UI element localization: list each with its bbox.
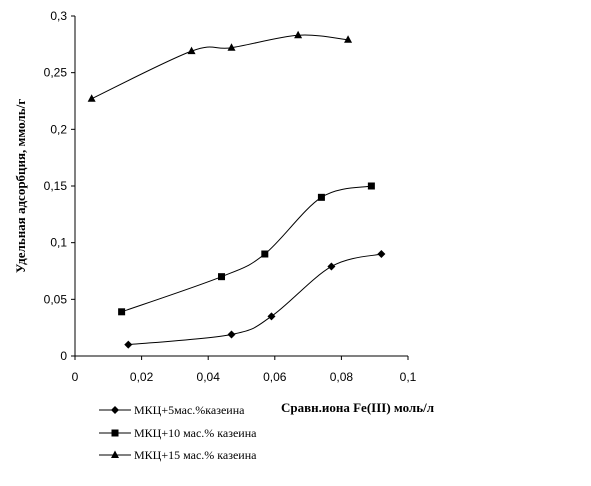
series-3 (87, 30, 353, 102)
x-tick-label: 0,04 (197, 370, 221, 384)
series-line (121, 185, 372, 313)
x-axis-label: Сравн.иона Fe(III) моль/л (281, 400, 434, 415)
data-point-diamond (327, 262, 336, 271)
series-1 (124, 250, 386, 349)
legend-item: МКЦ+10 мас.% казеина (99, 426, 257, 440)
data-point-square (218, 273, 226, 281)
data-point-triangle (294, 30, 303, 39)
data-point-diamond (227, 330, 236, 339)
data-point-diamond (267, 312, 276, 321)
y-tick-label: 0,15 (44, 179, 68, 193)
data-point-triangle (87, 94, 96, 102)
legend-marker-diamond (111, 406, 119, 414)
y-tick-label: 0,1 (50, 236, 67, 250)
y-tick-group: 0 0,05 0,1 0,15 0,2 0,25 0,3 (44, 9, 75, 363)
data-point-triangle (187, 46, 196, 55)
series-layer (87, 30, 386, 349)
series-line (91, 34, 349, 100)
x-tick-group: 0 0,02 0,04 0,06 0,08 0,1 (72, 356, 417, 384)
x-tick-label: 0,1 (400, 370, 417, 384)
legend-marker-triangle (111, 450, 119, 458)
legend-marker-square (111, 429, 119, 437)
x-tick-label: 0,02 (130, 370, 154, 384)
legend-item: МКЦ+15 мас.% казеина (99, 448, 257, 462)
x-tick-label: 0,06 (263, 370, 287, 384)
y-tick-label: 0,3 (50, 9, 67, 23)
data-point-square (261, 250, 269, 258)
legend-label: МКЦ+5мас.%казеина (134, 403, 245, 417)
data-point-square (118, 308, 126, 316)
series-2 (118, 182, 375, 316)
data-point-diamond (377, 250, 386, 258)
data-point-triangle (227, 43, 236, 51)
y-axis: 0 0,05 0,1 0,15 0,2 0,25 0,3 (44, 9, 76, 363)
x-axis: 0 0,02 0,04 0,06 0,08 0,1 (72, 355, 417, 384)
data-point-diamond (124, 340, 133, 349)
data-point-square (317, 193, 325, 201)
y-tick-label: 0,2 (50, 122, 67, 136)
data-point-square (367, 182, 375, 190)
legend-label: МКЦ+15 мас.% казеина (134, 448, 257, 462)
data-point-triangle (344, 35, 353, 43)
y-axis-label: Удельная адсорбция, ммоль/г (13, 99, 28, 273)
x-tick-label: 0 (72, 370, 79, 384)
legend: МКЦ+5мас.%казеина МКЦ+10 мас.% казеина МКЦ… (99, 403, 257, 462)
legend-item: МКЦ+5мас.%казеина (99, 403, 245, 417)
y-tick-label: 0,05 (44, 292, 68, 306)
legend-label: МКЦ+10 мас.% казеина (134, 426, 257, 440)
series-line (128, 253, 382, 346)
y-tick-label: 0 (60, 349, 67, 363)
y-tick-label: 0,25 (44, 66, 68, 80)
x-tick-label: 0,08 (330, 370, 354, 384)
